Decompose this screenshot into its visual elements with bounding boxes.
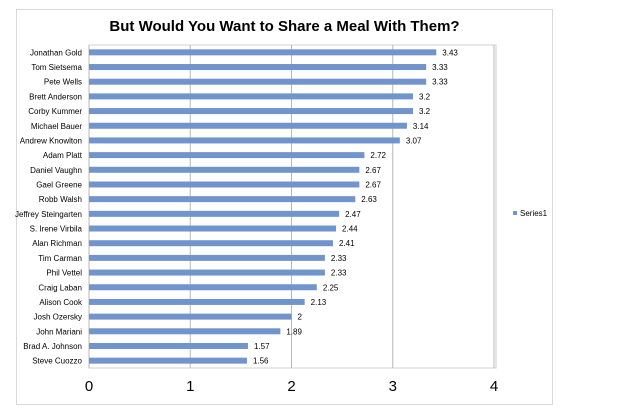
bar — [89, 93, 413, 100]
x-tick-label: 0 — [85, 378, 93, 395]
bar — [89, 166, 360, 173]
category-label: Alison Cook — [39, 298, 83, 307]
x-tick-label: 2 — [287, 378, 295, 395]
category-label: Jeffrey Steingarten — [15, 210, 82, 219]
data-label: 2.33 — [331, 254, 347, 263]
category-label: Corby Kummer — [28, 107, 82, 116]
x-tick-label: 1 — [186, 378, 194, 395]
category-label: Michael Bauer — [31, 122, 82, 131]
bar — [89, 240, 334, 247]
bar — [89, 269, 325, 276]
category-label: Steve Cuozzo — [32, 357, 82, 366]
legend-label: Series1 — [520, 209, 548, 218]
bar — [89, 49, 437, 56]
category-label: Josh Ozersky — [34, 313, 82, 322]
category-label: Brett Anderson — [29, 92, 82, 101]
data-label: 3.33 — [432, 63, 448, 72]
data-label: 2.25 — [323, 283, 339, 292]
category-label: Jonathan Gold — [30, 48, 82, 57]
bar — [89, 181, 360, 188]
bar — [89, 122, 407, 129]
bar — [89, 298, 305, 305]
bar — [89, 313, 292, 320]
category-label: Pete Wells — [44, 78, 82, 87]
bar — [89, 152, 365, 159]
bar — [89, 284, 317, 291]
data-label: 3.2 — [419, 92, 431, 101]
data-label: 2.41 — [339, 239, 355, 248]
category-label: Gael Greene — [36, 180, 82, 189]
category-label: Adam Platt — [43, 151, 83, 160]
data-label: 3.07 — [406, 136, 422, 145]
data-label: 2.72 — [370, 151, 386, 160]
data-label: 2.47 — [345, 210, 361, 219]
x-tick-label: 3 — [389, 378, 397, 395]
x-tick-label: 4 — [490, 378, 498, 395]
data-label: 2.67 — [365, 166, 381, 175]
category-label: Craig Laban — [38, 283, 82, 292]
category-label: Tim Carman — [38, 254, 82, 263]
bar — [89, 137, 400, 144]
data-label: 2.33 — [331, 269, 347, 278]
bar — [89, 342, 248, 349]
chart-title: But Would You Want to Share a Meal With … — [109, 18, 460, 35]
data-label: 3.2 — [419, 107, 431, 116]
bar — [89, 254, 325, 261]
data-label: 2.13 — [311, 298, 327, 307]
category-label: Phil Vettel — [46, 269, 82, 278]
data-label: 1.56 — [253, 357, 269, 366]
data-label: 1.89 — [286, 327, 302, 336]
category-label: Brad A. Johnson — [23, 342, 82, 351]
data-label: 2.63 — [361, 195, 377, 204]
data-label: 3.43 — [442, 48, 458, 57]
data-label: 3.14 — [413, 122, 429, 131]
data-label: 3.33 — [432, 78, 448, 87]
category-label: John Mariani — [36, 327, 82, 336]
category-label: Andrew Knowlton — [20, 136, 82, 145]
bar — [89, 196, 356, 203]
bar — [89, 328, 281, 335]
bar — [89, 64, 427, 71]
data-label: 2 — [298, 313, 303, 322]
category-label: Tom Sietsema — [31, 63, 82, 72]
legend-swatch — [513, 211, 517, 215]
chart-frame — [16, 9, 553, 405]
data-label: 2.67 — [365, 180, 381, 189]
bar — [89, 78, 427, 85]
bar — [89, 357, 247, 364]
bar — [89, 225, 337, 232]
category-label: Daniel Vaughn — [30, 166, 82, 175]
bar — [89, 108, 413, 115]
category-label: S. Irene Virbila — [30, 225, 83, 234]
category-label: Robb Walsh — [39, 195, 82, 204]
data-label: 2.44 — [342, 225, 358, 234]
data-label: 1.57 — [254, 342, 270, 351]
bar — [89, 210, 340, 217]
category-label: Alan Richman — [32, 239, 82, 248]
